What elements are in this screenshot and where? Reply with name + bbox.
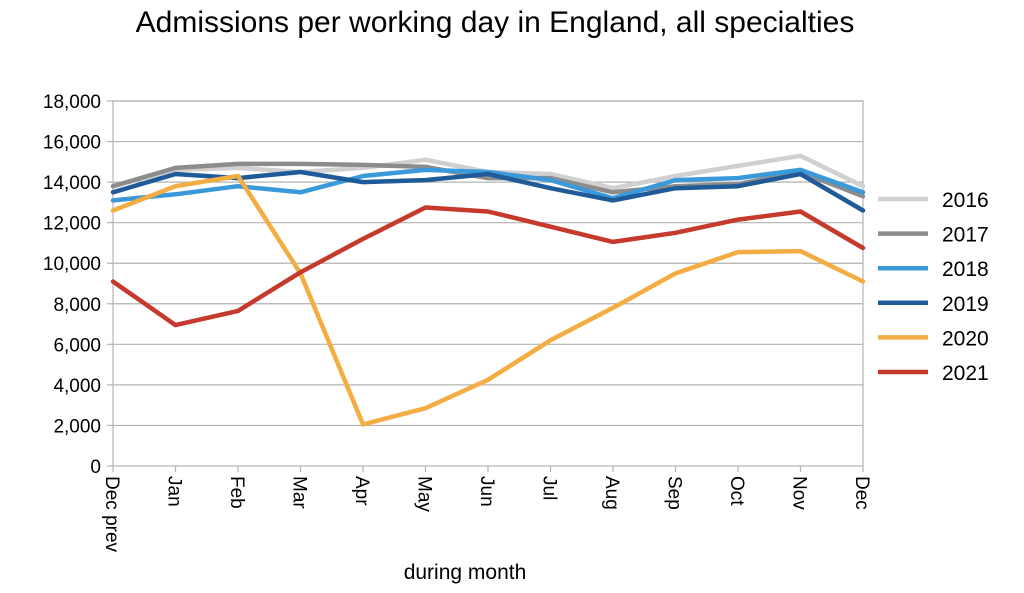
legend-label-2020: 2020 — [942, 327, 989, 350]
x-axis-label: during month — [404, 561, 527, 584]
grid-lines — [113, 100, 863, 427]
chart-title: Admissions per working day in England, a… — [135, 6, 855, 39]
y-tick-label: 12,000 — [43, 214, 101, 235]
x-tick-label: Oct — [726, 476, 747, 506]
x-tick-label: Dec — [851, 476, 872, 510]
legend-label-2021: 2021 — [942, 362, 989, 385]
y-tick-label: 6,000 — [53, 335, 101, 356]
x-tick-label: May — [414, 476, 435, 512]
y-tick-label: 2,000 — [53, 416, 101, 437]
y-tick-label: 8,000 — [53, 295, 101, 316]
y-tick-label: 10,000 — [43, 254, 101, 275]
x-tick-label: Nov — [789, 476, 810, 510]
y-tick-label: 14,000 — [43, 173, 101, 194]
x-tick-label: Dec prev — [101, 476, 122, 553]
series-line-2020 — [110, 173, 866, 427]
x-tick-label: Apr — [351, 476, 372, 506]
legend-label-2016: 2016 — [942, 189, 989, 212]
x-tick-label: Jan — [164, 476, 185, 507]
x-tick-label: Feb — [226, 476, 247, 509]
x-tick-label: Jun — [476, 476, 497, 507]
axes: 0 2,000 4,000 6,000 8,000 10,000 12,000 14,000 1… — [43, 92, 872, 553]
x-tick-label: Aug — [601, 476, 622, 510]
legend: 2016 2017 2018 2019 2020 2021 — [878, 189, 989, 385]
legend-label-2019: 2019 — [942, 293, 989, 316]
x-tick-label: Mar — [289, 476, 310, 509]
y-tick-label: 4,000 — [53, 376, 101, 397]
legend-label-2018: 2018 — [942, 258, 989, 281]
y-tick-label: 18,000 — [43, 92, 101, 113]
series-lines — [110, 153, 866, 427]
x-tick-label: Jul — [539, 476, 560, 500]
series-line-2021 — [110, 205, 866, 328]
y-tick-label: 16,000 — [43, 133, 101, 154]
legend-label-2017: 2017 — [942, 224, 989, 247]
plot-frame — [112, 100, 864, 467]
y-tick-label: 0 — [90, 457, 101, 478]
x-tick-label: Sep — [664, 476, 685, 510]
